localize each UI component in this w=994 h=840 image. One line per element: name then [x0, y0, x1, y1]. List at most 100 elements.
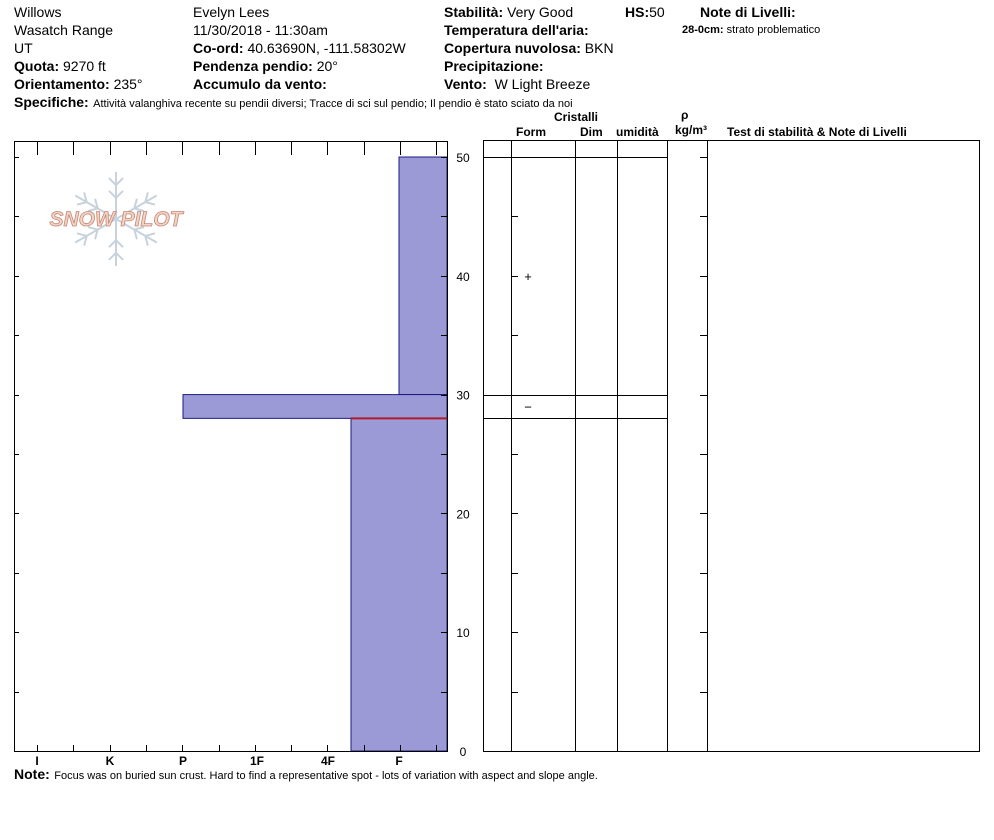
wind: Vento: W Light Breeze [444, 77, 590, 91]
moisture-header: umidità [616, 125, 659, 139]
hardness-label-4F: 4F [321, 754, 335, 768]
aspect-label: Orientamento: [14, 76, 110, 92]
snowflake-branch [108, 252, 117, 261]
hardness-label-I: I [35, 754, 38, 768]
snowflake-branch [145, 201, 156, 206]
grain-symbol-2: − [524, 399, 532, 414]
layer-notes-label: Note di Livelli: [700, 4, 796, 20]
snowflake-branch [76, 201, 87, 206]
hardness-label-F: F [395, 754, 402, 768]
grain-symbol-1: + [524, 269, 532, 284]
snowflake-branch [94, 229, 99, 240]
air-temperature: Temperatura dell'aria: [444, 23, 589, 37]
snowflake-branch [83, 192, 88, 203]
snowpilot-logo: SNOW PILOT [49, 172, 185, 266]
stability-value: Very Good [507, 4, 574, 20]
snowflake-branch [87, 226, 98, 231]
precip-label: Precipitazione: [444, 58, 544, 74]
table-frame [483, 140, 980, 752]
coordinates: Co-ord: 40.63690N, -111.58302W [193, 41, 406, 55]
hardness-label-1F: 1F [250, 754, 264, 768]
snowflake-branch [144, 192, 149, 203]
wind-loading-label: Accumulo da vento: [193, 76, 327, 92]
elevation-label: Quota: [14, 58, 60, 74]
form-header: Form [516, 125, 546, 139]
observer-name: Evelyn Lees [193, 4, 270, 20]
snowflake-branch [108, 177, 117, 186]
snowflake-branch [133, 229, 138, 240]
depth-label-50: 50 [456, 151, 470, 165]
aspect-value: 235° [113, 76, 143, 92]
snowflake-branch [87, 207, 98, 212]
range-name: Wasatch Range [14, 22, 114, 38]
logo-text: SNOW PILOT [50, 208, 185, 231]
specifics-label: Specifiche: [14, 94, 89, 110]
axes: 0 10 20 30 40 50 I K P 1F 4F F [14, 141, 707, 768]
snowflake-branch [134, 226, 145, 231]
coord-value: 40.63690N, -111.58302W [247, 40, 406, 56]
layer-note-text: strato problematico [726, 24, 821, 36]
hs: HS:50 [625, 5, 665, 19]
snowflake-arm [115, 194, 158, 220]
snowflake-branch [94, 198, 99, 209]
hardness-layer-2 [182, 394, 448, 419]
layer-note-range: 28-0cm: [682, 24, 724, 36]
wind-loading: Accumulo da vento: [193, 77, 327, 91]
crystals-header: Cristalli [554, 110, 599, 124]
wind-value: W Light Breeze [494, 76, 591, 92]
hardness-layer-3 [350, 417, 448, 752]
snowflake-branch [145, 232, 156, 237]
hardness-label-P: P [179, 754, 187, 768]
snowflake-arm [74, 194, 117, 220]
snowflake-branch [83, 235, 88, 246]
aspect: Orientamento: 235° [14, 77, 143, 91]
air-temp-label: Temperatura dell'aria: [444, 22, 589, 38]
hardness-plot-frame [14, 141, 448, 752]
density-rho-header: ρ [681, 108, 689, 122]
hardness-layer-1 [398, 156, 448, 396]
state-name: UT [14, 40, 33, 56]
elevation-value: 9270 ft [63, 58, 106, 74]
elevation: Quota: 9270 ft [14, 59, 106, 73]
layer-note: 28-0cm: strato problematico [682, 25, 820, 36]
sky-cover: Copertura nuvolosa: BKN [444, 41, 614, 55]
sky-label: Copertura nuvolosa: [444, 40, 581, 56]
snowflake-branch [133, 198, 138, 209]
depth-label-30: 30 [456, 389, 470, 403]
observation-datetime: 11/30/2018 - 11:30am [193, 22, 328, 38]
snowflake-branch [115, 252, 124, 261]
snowflake-icon [74, 172, 158, 266]
slope-value: 20° [316, 58, 338, 74]
hs-value: 50 [649, 4, 665, 20]
snowflake-arm [115, 218, 158, 244]
specifics-value: Attività valanghiva recente su pendii di… [93, 98, 573, 110]
snowflake-branch [108, 239, 117, 248]
footer-note: Note: Focus was on buried sun crust. Har… [14, 767, 598, 783]
size-header: Dim [580, 125, 603, 139]
stability: Stabilità: Very Good [444, 5, 573, 19]
hardness-label-K: K [106, 754, 115, 768]
density-unit-header: kg/m³ [675, 123, 708, 137]
stability-label: Stabilità: [444, 4, 504, 20]
depth-label-10: 10 [456, 626, 470, 640]
depth-label-40: 40 [456, 270, 470, 284]
snowflake-branch [108, 190, 117, 199]
hardness-layers [182, 156, 448, 752]
grain-symbols: +− [524, 269, 532, 415]
wind-label: Vento: [444, 76, 487, 92]
coord-label: Co-ord: [193, 40, 244, 56]
layer-table-grid [483, 140, 980, 752]
note-label: Note: [14, 766, 50, 782]
snowflake-branch [115, 239, 124, 248]
snowflake-branch [76, 232, 87, 237]
depth-label-20: 20 [456, 507, 470, 521]
specifics: Specifiche: Attività valanghiva recente … [14, 95, 573, 111]
precipitation: Precipitazione: [444, 59, 544, 73]
sky-value: BKN [584, 40, 614, 56]
snowflake-branch [115, 190, 124, 199]
snowflake-branch [115, 177, 124, 186]
snowflake-arm [74, 218, 117, 244]
stability-tests-header: Test di stabilità & Note di Livelli [727, 125, 907, 139]
note-text: Focus was on buried sun crust. Hard to f… [54, 770, 598, 782]
